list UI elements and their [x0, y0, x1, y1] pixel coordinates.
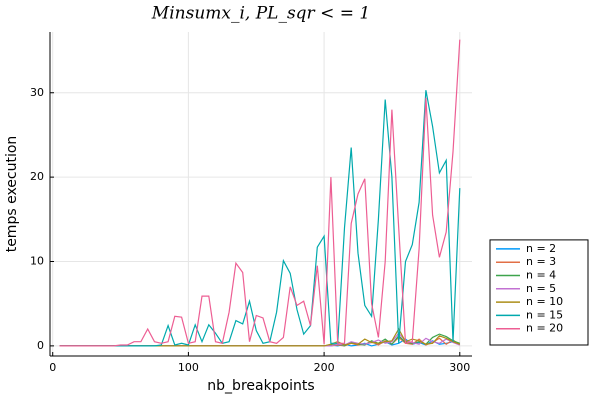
x-axis-label: nb_breakpoints [207, 378, 314, 394]
legend-label: n = 10 [526, 295, 563, 308]
x-tick-label: 300 [449, 361, 470, 374]
legend-label: n = 3 [526, 255, 556, 268]
legend-box [489, 239, 589, 346]
legend-label: n = 15 [526, 308, 563, 321]
x-tick-label: 200 [314, 361, 335, 374]
x-tick-label: 0 [49, 361, 56, 374]
y-axis-label: temps execution [4, 136, 20, 253]
legend-label: n = 2 [526, 242, 556, 255]
y-tick-label: 0 [37, 339, 44, 352]
x-tick-label: 100 [178, 361, 199, 374]
y-tick-label: 10 [30, 255, 44, 268]
y-tick-label: 20 [30, 170, 44, 183]
y-tick-label: 30 [30, 86, 44, 99]
legend-label: n = 20 [526, 322, 563, 335]
legend-label: n = 5 [526, 282, 556, 295]
chart-title: Minsumx_i, PL_sqr < = 1 [151, 4, 370, 24]
series-line [59, 90, 461, 347]
series-line [59, 39, 461, 347]
legend-label: n = 4 [526, 269, 556, 282]
